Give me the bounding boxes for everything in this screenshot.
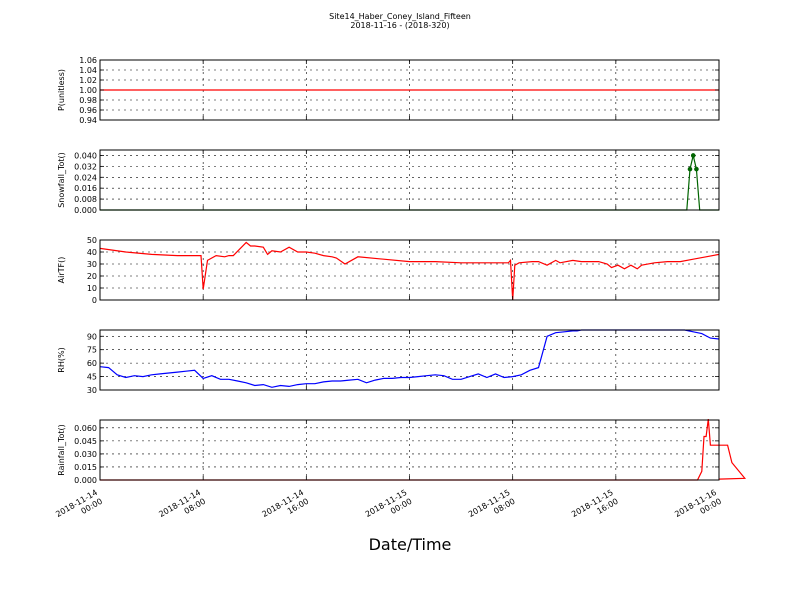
y-tick-label: 0.016 <box>74 184 97 193</box>
chart-subtitle: 2018-11-16 - (2018-320) <box>350 21 449 30</box>
data-point <box>694 166 699 172</box>
y-tick-label: 0 <box>92 296 97 305</box>
x-tick-label: 2018-11-1600:00 <box>673 488 723 528</box>
y-tick-label: 1.00 <box>79 86 97 95</box>
panel-4: 0.000 0.015 0.030 0.045 0.060 Rainfall_Tot() <box>57 419 747 485</box>
x-tick-label: 2018-11-1408:00 <box>157 488 207 528</box>
panels: 0.940.960.981.001.021.041.06P(unitless)0… <box>57 56 747 485</box>
x-tick-label: 2018-11-1416:00 <box>261 488 311 528</box>
y-tick-label: 40 <box>87 248 97 257</box>
x-tick-label: 2018-11-1500:00 <box>364 488 414 528</box>
y-tick-label: 30 <box>87 260 97 269</box>
y-tick-label: 0.008 <box>74 195 97 204</box>
y-tick-label: 0.94 <box>79 116 97 125</box>
y-tick-label: 0.96 <box>79 106 97 115</box>
y-tick-label: 60 <box>87 359 97 368</box>
data-point <box>690 153 696 158</box>
y-tick-label: 45 <box>87 373 97 382</box>
y-tick-label: 0.060 <box>74 424 97 433</box>
y-axis-label: P(unitless) <box>57 69 66 111</box>
y-tick-label: 50 <box>87 236 97 245</box>
y-axis-label: Rainfall_Tot() <box>57 424 66 476</box>
panel-0: 0.940.960.981.001.021.041.06 P(unitless) <box>57 56 720 125</box>
y-tick-label: 0.98 <box>79 96 97 105</box>
x-axis-label: Date/Time <box>369 535 452 554</box>
y-tick-label: 1.04 <box>79 66 97 75</box>
y-tick-label: 0.000 <box>74 206 97 215</box>
series-line-4 <box>100 419 747 481</box>
y-tick-label: 0.030 <box>74 450 97 459</box>
y-tick-label: 10 <box>87 284 97 293</box>
panel-3: 30 45 60 75 90 RH(%) <box>57 329 720 395</box>
x-tick-label: 2018-11-1516:00 <box>570 488 620 528</box>
x-axis-ticks: 2018-11-1400:00 2018-11-1408:00 2018-11-14… <box>54 488 723 528</box>
y-tick-label: 1.06 <box>79 56 97 65</box>
x-tick-label: 2018-11-1508:00 <box>467 488 517 528</box>
y-tick-label: 20 <box>87 272 97 281</box>
y-tick-label: 90 <box>87 332 97 341</box>
panel-2: 0 10 20 30 40 50 AirTF() <box>57 236 720 305</box>
y-tick-label: 0.032 <box>74 162 97 171</box>
y-axis-label: Snowfall_Tot() <box>57 152 66 208</box>
y-tick-label: 0.045 <box>74 437 97 446</box>
y-axis-label: RH(%) <box>57 347 66 372</box>
chart-title: Site14_Haber_Coney_Island_Fifteen <box>329 12 471 21</box>
y-tick-label: 75 <box>87 346 97 355</box>
y-axis-label: AirTF() <box>57 257 66 284</box>
x-tick-label: 2018-11-1400:00 <box>54 488 104 528</box>
y-tick-label: 0.024 <box>74 173 97 182</box>
y-tick-label: 30 <box>87 386 97 395</box>
series-line-2 <box>99 241 720 301</box>
y-tick-label: 1.02 <box>79 76 97 85</box>
y-tick-label: 0.040 <box>74 151 97 160</box>
y-tick-label: 0.000 <box>74 476 97 485</box>
y-tick-label: 0.015 <box>74 463 97 472</box>
panel-1: 0.000 0.008 0.016 0.024 0.032 0.040 Snowfall_T… <box>57 149 720 215</box>
data-point <box>687 166 693 172</box>
